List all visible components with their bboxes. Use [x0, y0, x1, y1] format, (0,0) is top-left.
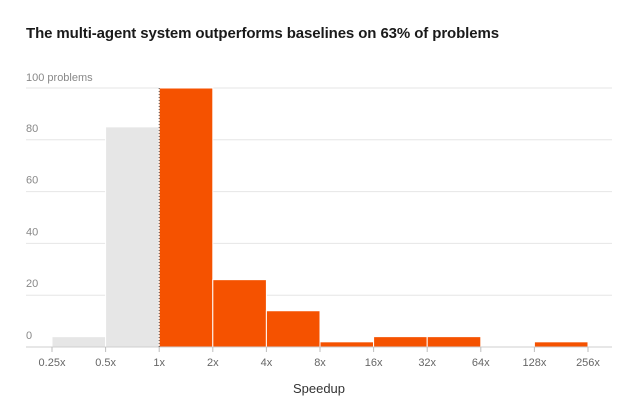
gridlines	[26, 87, 612, 296]
histogram-bar	[265, 310, 321, 348]
axes: 0 20 40 60 80 0.25x 0.5x 1x 2x 4x 8x 16x 32x 64x 128x 2…	[26, 88, 612, 369]
y-tick-label: 40	[26, 226, 38, 238]
y-tick-label: 0	[26, 330, 32, 342]
histogram-bar	[373, 336, 428, 348]
x-tick-label: 8x	[314, 357, 326, 369]
y-axis-unit-label: 100 problems	[26, 72, 93, 84]
y-tick-label: 60	[26, 175, 38, 187]
x-tick-label: 32x	[418, 357, 436, 369]
histogram-bar	[212, 279, 267, 348]
x-tick-label: 4x	[261, 357, 273, 369]
x-tick-label: 2x	[207, 357, 219, 369]
histogram-bar	[105, 126, 160, 348]
x-tick-label: 0.5x	[95, 357, 116, 369]
y-tick-label: 80	[26, 123, 38, 135]
histogram-bar	[51, 336, 107, 348]
histogram-bar	[319, 341, 375, 348]
x-tick-label: 0.25x	[39, 357, 66, 369]
bars	[51, 87, 589, 348]
y-tick-label: 20	[26, 278, 38, 290]
x-tick-label: 128x	[522, 357, 546, 369]
x-axis-label: Speedup	[293, 381, 345, 396]
histogram-bar	[426, 336, 482, 348]
chart-title: The multi-agent system outperforms basel…	[26, 25, 499, 42]
x-tick-label: 1x	[153, 357, 165, 369]
histogram-bar	[533, 341, 589, 348]
histogram-bar	[158, 87, 214, 348]
x-tick-label: 16x	[365, 357, 383, 369]
x-tick-label: 64x	[472, 357, 490, 369]
x-tick-label: 256x	[576, 357, 600, 369]
